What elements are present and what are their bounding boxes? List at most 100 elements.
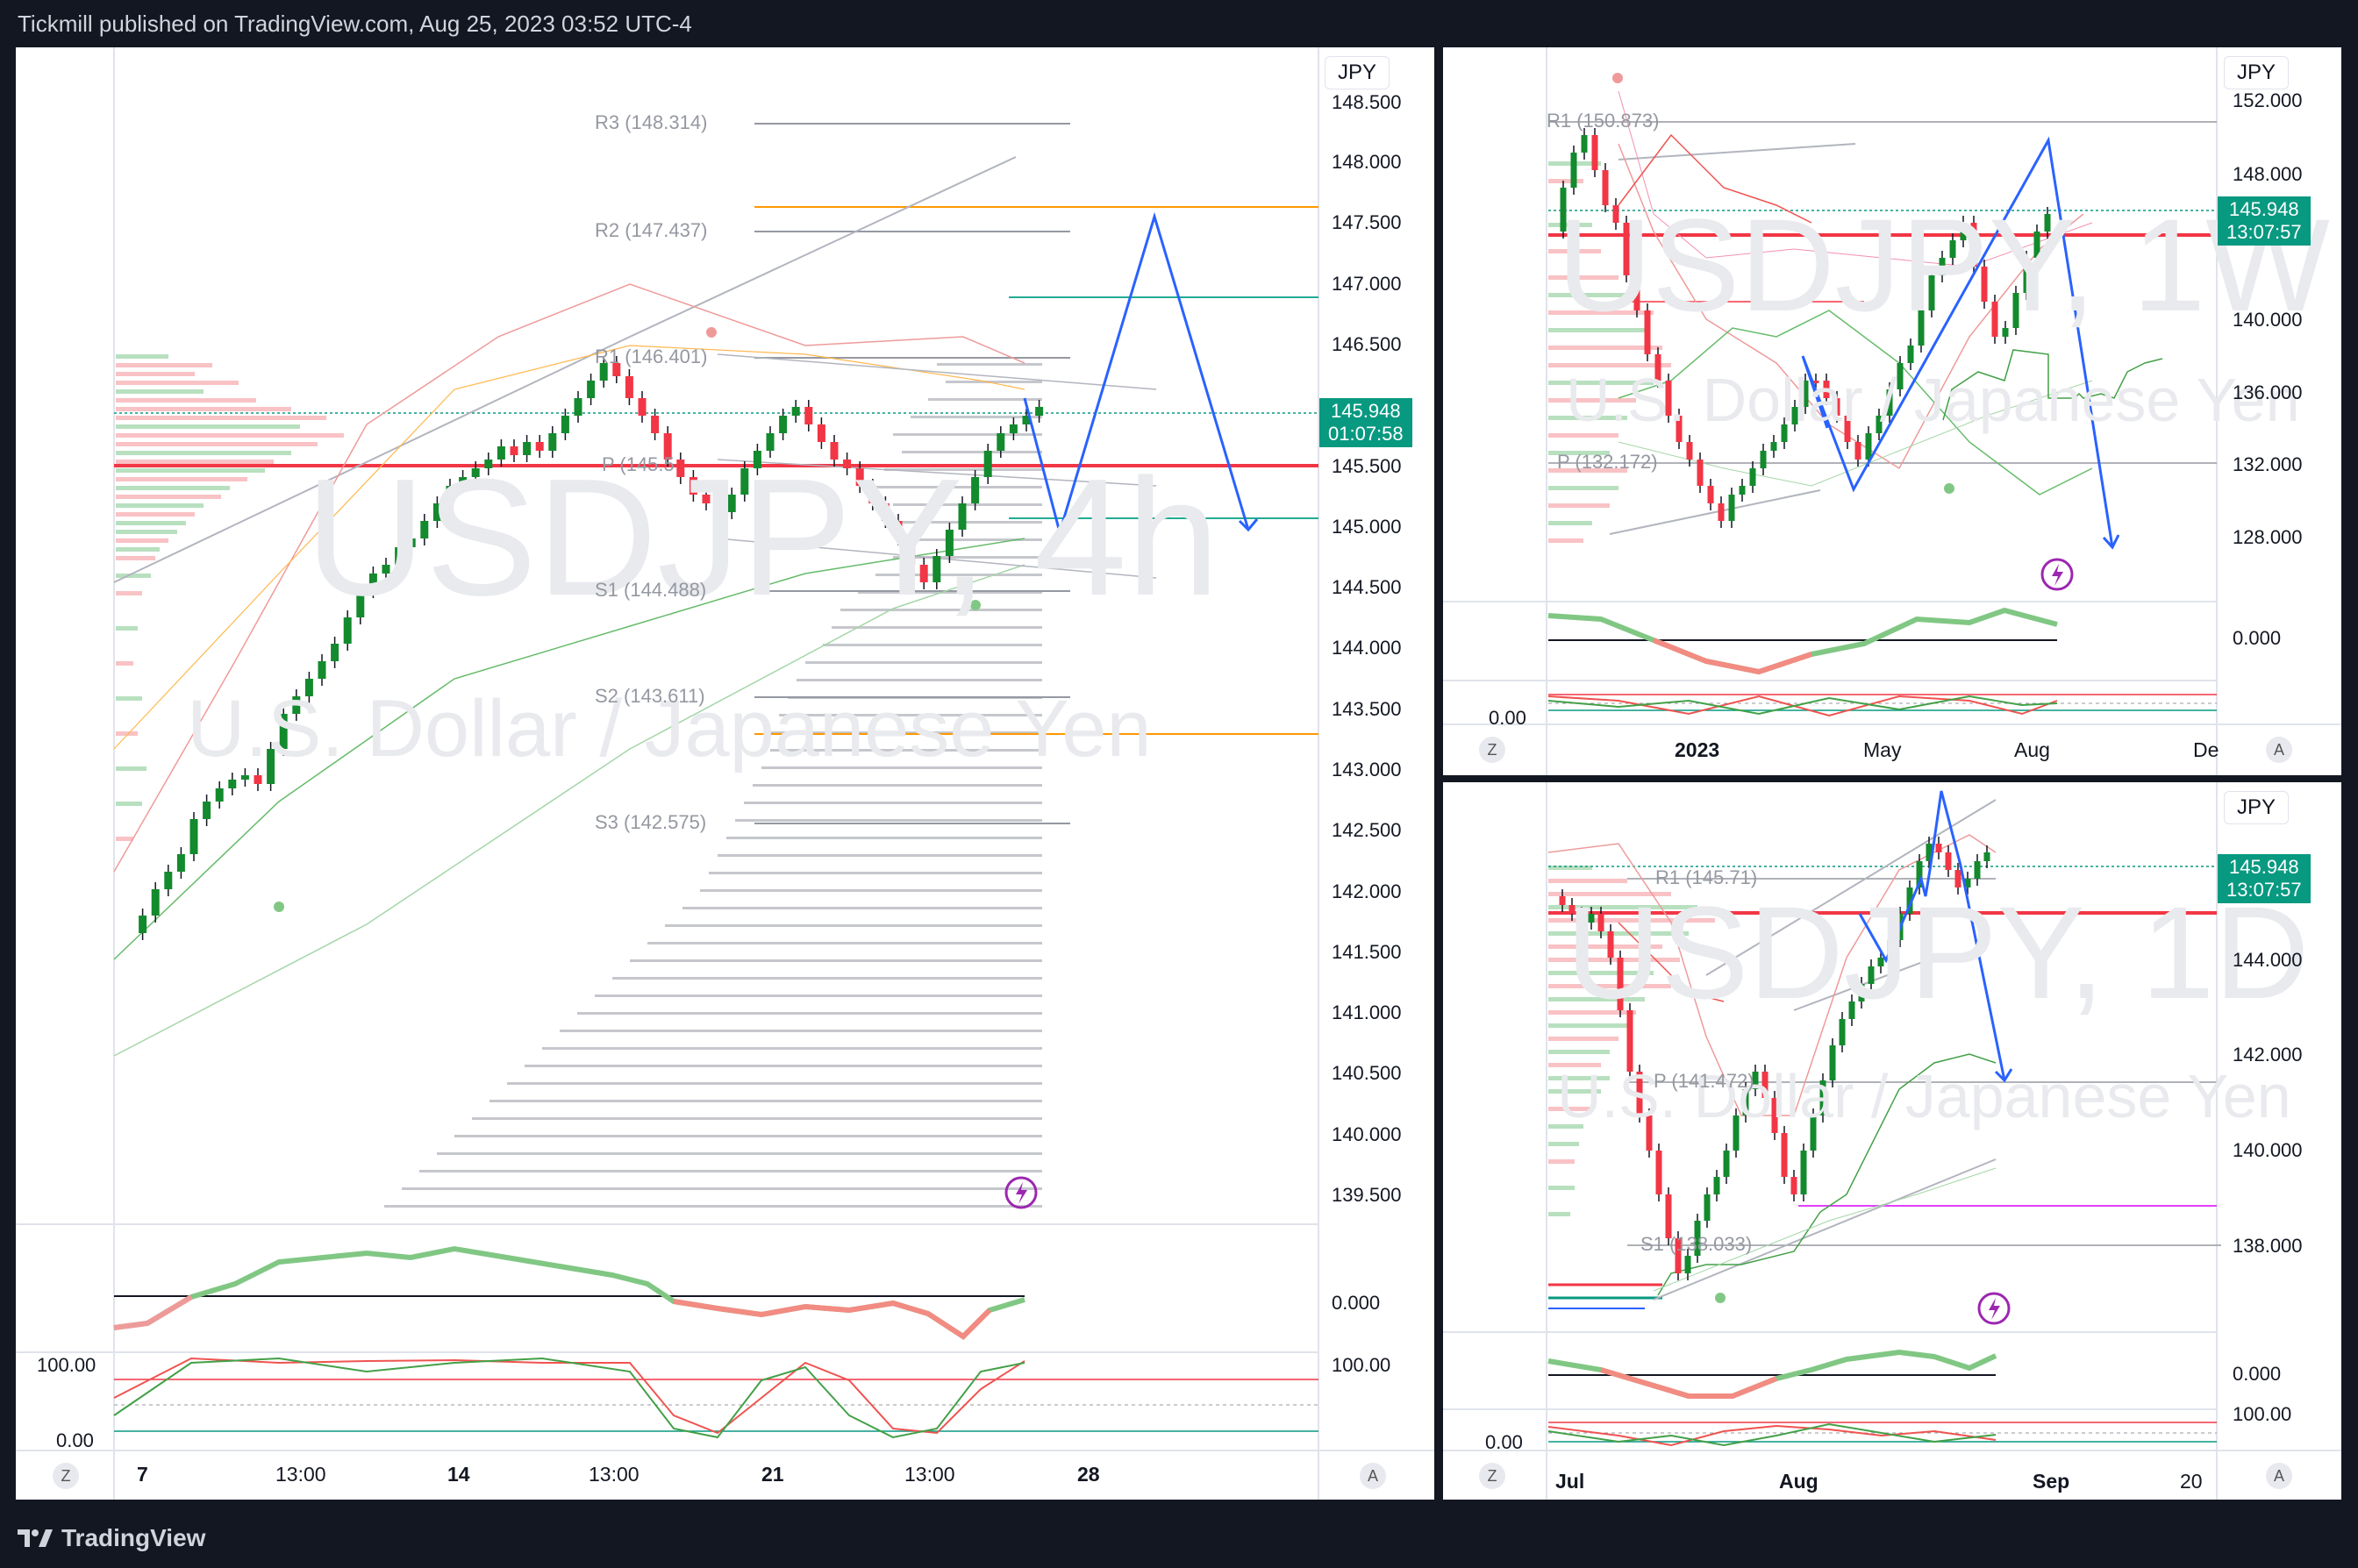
bar-countdown: 13:07:57 [2226,221,2302,243]
chart-1d-panel[interactable]: USDJPY, 1D U.S. Dollar / Japanese Yen JP… [1443,782,2341,1500]
candle-body [189,819,198,854]
pivot-r2: R2 (147.437) [595,219,708,241]
price-tick: 143.500 [1332,698,1402,720]
candle-body [1964,879,1971,887]
auto-scale-a-button[interactable]: A [2266,1463,2292,1489]
time-label: Jul [1555,1470,1585,1493]
timezone-z-button[interactable]: Z [1479,737,1505,763]
candle-body [1704,1194,1711,1221]
candle-body [1810,1115,1817,1151]
price-tick: 128.000 [2233,526,2303,548]
tradingview-logo[interactable]: TradingView [18,1524,205,1552]
time-label: 13:00 [904,1463,955,1486]
pivot-s3: S3 (142.575) [595,811,707,833]
candle-body [702,495,711,503]
candle-body [1686,442,1693,460]
candle-body [1560,188,1567,232]
currency-label[interactable]: JPY [2224,56,2290,89]
time-label: 2023 [1675,738,1720,761]
stoch-top-right: 100.00 [2233,1403,2292,1425]
last-price-tag: 145.948 13:07:57 [2218,854,2311,903]
candle-body [727,495,736,512]
candle-body [1633,275,1640,310]
price-tick: 138.000 [2233,1235,2303,1257]
candle-body [151,889,160,916]
candle-body [881,503,890,521]
candle-body [1713,1177,1720,1194]
candle-body [420,521,429,538]
candle-body [676,460,685,477]
projection-path [1023,211,1250,538]
time-label: 28 [1077,1463,1100,1486]
candle-body [1800,1151,1807,1194]
candle-body [407,538,416,547]
candle-body [1802,381,1809,407]
candle-body [382,565,390,574]
candle-body [1612,205,1619,223]
candle-body [1829,1045,1836,1080]
stoch-zero-label: 0.00 [1489,707,1526,729]
candle-body [523,442,532,455]
candle-body [139,916,147,933]
candle-body [1728,495,1735,521]
macd-zero-label: 0.000 [2233,627,2282,649]
currency-label[interactable]: JPY [1325,56,1390,89]
candle-body [1665,381,1672,416]
candle-body [343,617,352,644]
candle-body [497,446,505,460]
lightning-icon [2040,558,2074,591]
candle-body [1907,346,1914,363]
price-tick: 146.500 [1332,333,1402,355]
time-label: 21 [761,1463,784,1486]
auto-scale-a-button[interactable]: A [1360,1463,1386,1489]
price-tick: 144.500 [1332,576,1402,598]
chart-4h-canvas[interactable] [16,47,1434,1500]
pivot-s1: S1 (138.033) [1640,1233,1753,1255]
price-tick: 140.500 [1332,1062,1402,1084]
candle-body [1949,240,1956,258]
candle-body [279,714,288,749]
candle-body [1644,310,1651,354]
candle-body [1916,861,1923,887]
candle-body [356,591,365,617]
currency-label[interactable]: JPY [2224,791,2290,824]
price-tick: 142.000 [1332,880,1402,902]
candle-body [1886,389,1893,416]
candle-body [2002,328,2009,337]
timezone-z-button[interactable]: Z [53,1463,79,1489]
last-price: 145.948 [2229,856,2299,878]
macd-line [113,1245,1025,1340]
timezone-z-button[interactable]: Z [1479,1463,1505,1489]
candle-body [2023,258,2030,293]
lightning-icon [1977,1292,2011,1325]
price-tick: 152.000 [2233,89,2303,111]
candle-body [1749,468,1756,486]
candle-body [1812,381,1819,383]
candle-body [1928,275,1935,310]
candle-body [663,433,672,460]
pivot-p: P (141.472) [1654,1070,1754,1092]
candle-body [1939,258,1946,275]
candle-body [612,363,621,376]
publish-header: Tickmill published on TradingView.com, A… [18,11,692,37]
candle-body [1578,914,1585,923]
chart-1d-canvas[interactable] [1443,782,2341,1500]
candle-body [1781,1133,1788,1177]
watermark-name: U.S. Dollar / Japanese Yen [187,684,1152,773]
candle-body [638,398,647,416]
candle-body [1636,1072,1643,1115]
chart-4h-panel[interactable]: USDJPY, 4h U.S. Dollar / Japanese Yen JP… [16,47,1434,1500]
candle-body [1694,1221,1701,1256]
pivot-r1: R1 (146.401) [595,346,708,367]
price-tick: 145.500 [1332,455,1402,477]
candle-body [1588,914,1595,923]
candle-body [176,854,185,872]
candle-body [651,416,660,433]
candle-body [1839,1019,1846,1045]
bar-countdown: 01:07:58 [1328,423,1404,445]
chart-1w-canvas[interactable] [1443,47,2341,775]
auto-scale-a-button[interactable]: A [2266,737,2292,763]
candle-body [1623,223,1630,275]
chart-1w-panel[interactable]: USDJPY, 1W U.S. Dollar / Japanese Yen JP… [1443,47,2341,775]
candle-body [432,503,441,521]
